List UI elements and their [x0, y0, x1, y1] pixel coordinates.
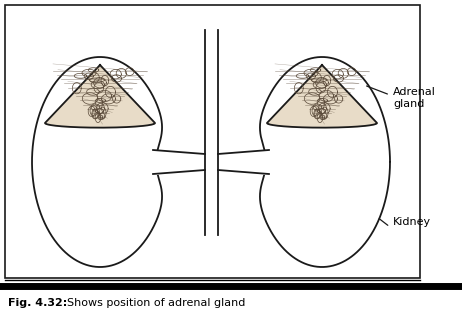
Text: Kidney: Kidney: [393, 217, 431, 227]
Text: Fig. 4.32:: Fig. 4.32:: [8, 298, 67, 308]
Text: Adrenal
gland: Adrenal gland: [393, 87, 436, 109]
Polygon shape: [32, 57, 162, 267]
Polygon shape: [45, 65, 155, 128]
Polygon shape: [267, 65, 377, 128]
Bar: [5, 5, 420, 278]
Text: Shows position of adrenal gland: Shows position of adrenal gland: [60, 298, 245, 308]
Polygon shape: [260, 57, 390, 267]
